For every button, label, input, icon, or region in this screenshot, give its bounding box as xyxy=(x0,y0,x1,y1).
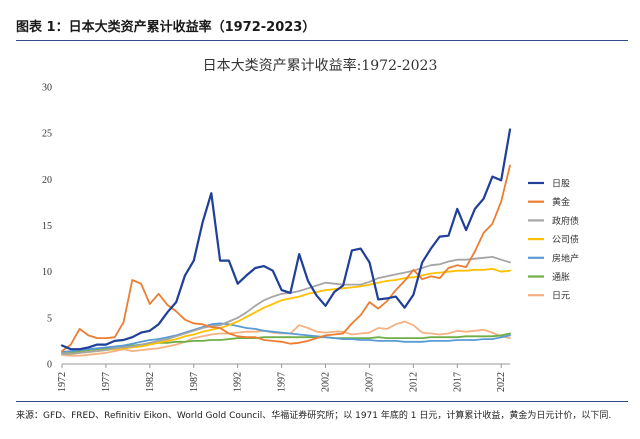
legend-label: 政府债 xyxy=(552,215,579,227)
x-tick-label: 1987 xyxy=(189,372,200,392)
header-rule xyxy=(16,40,628,41)
x-tick-label: 2022 xyxy=(496,372,507,392)
x-tick-label: 1972 xyxy=(57,372,68,392)
chart-title: 日本大类资产累计收益率:1972-2023 xyxy=(202,58,438,74)
footer-rule xyxy=(16,401,628,402)
x-tick-label: 1977 xyxy=(101,372,112,392)
y-tick-label: 5 xyxy=(47,313,52,324)
series-line xyxy=(60,128,512,351)
figure-header: 图表 1：日本大类资产累计收益率（1972-2023） xyxy=(16,20,316,35)
x-tick-label: 1982 xyxy=(145,372,156,392)
x-tick-label: 1997 xyxy=(277,372,288,392)
legend-label: 通胀 xyxy=(552,272,570,283)
legend-label: 房地产 xyxy=(552,252,579,264)
series-line xyxy=(61,255,511,355)
series-line xyxy=(61,322,511,353)
source-note: 来源：GFD、FRED、Refinitiv Eikon、World Gold C… xyxy=(16,411,612,421)
legend-label: 日元 xyxy=(552,291,570,302)
y-tick-label: 25 xyxy=(42,129,52,140)
legend-label: 黄金 xyxy=(552,196,570,208)
y-tick-label: 20 xyxy=(42,175,52,186)
series-line xyxy=(61,267,511,355)
x-tick-label: 1992 xyxy=(233,372,244,392)
x-tick-label: 2007 xyxy=(364,372,375,392)
legend-label: 公司债 xyxy=(552,234,579,246)
legend-label: 日股 xyxy=(552,179,570,190)
y-tick-label: 15 xyxy=(42,221,52,232)
y-tick-label: 30 xyxy=(42,83,52,94)
y-tick-label: 0 xyxy=(47,360,52,371)
x-tick-label: 2002 xyxy=(321,372,332,392)
y-tick-label: 10 xyxy=(42,267,52,278)
x-tick-label: 2012 xyxy=(408,372,419,392)
x-tick-label: 2017 xyxy=(452,372,463,392)
series-line xyxy=(61,164,511,353)
